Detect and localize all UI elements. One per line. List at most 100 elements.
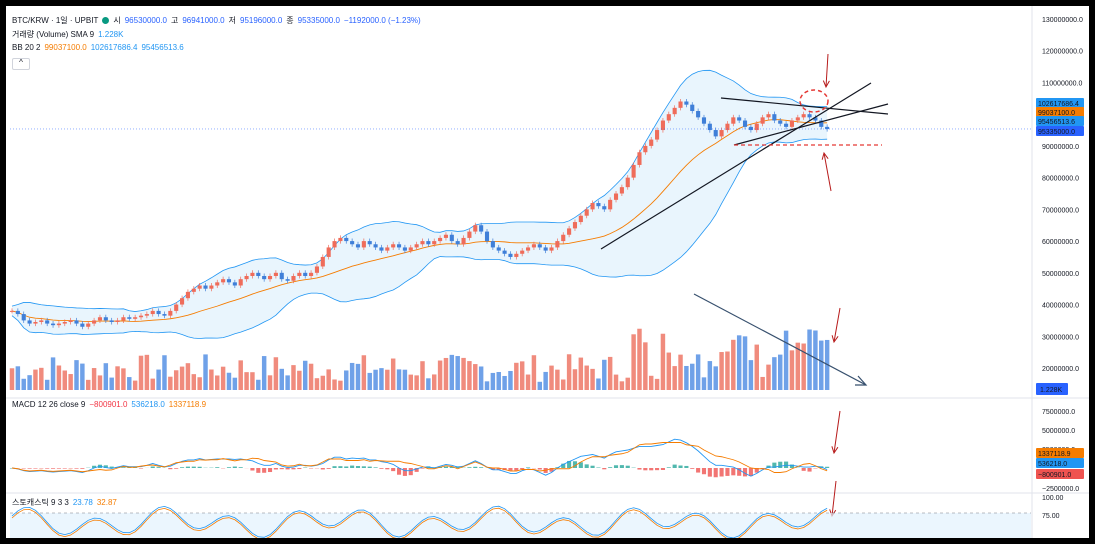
macd-histogram-bar: [191, 466, 196, 468]
candle-body: [221, 279, 226, 283]
macd-histogram-bar: [778, 461, 783, 468]
candle-body: [361, 241, 366, 248]
chart-canvas[interactable]: 130000000.0120000000.0110000000.01000000…: [6, 6, 1089, 538]
volume-bar: [602, 359, 607, 390]
candle-body: [256, 272, 261, 276]
candle-body: [355, 244, 361, 248]
volume-bar: [191, 374, 197, 390]
volume-trendline: [693, 293, 867, 386]
macd-histogram-bar: [643, 468, 648, 471]
candle-body: [391, 244, 396, 248]
volume-bar: [215, 375, 220, 390]
macd-histogram-bar: [737, 468, 742, 476]
candle-body: [273, 272, 278, 276]
macd-histogram-bar: [825, 466, 830, 468]
macd-histogram-bar: [701, 468, 707, 475]
volume-bar: [508, 370, 513, 390]
candle-body: [156, 310, 161, 315]
volume-bar: [678, 354, 683, 390]
stoch-d: 32.87: [96, 498, 117, 507]
macd-histogram-bar: [572, 461, 578, 468]
candle-body: [332, 241, 337, 248]
candle-body: [379, 247, 384, 251]
volume-bar: [437, 360, 443, 390]
volume-bar: [625, 377, 630, 390]
macd-badge-label: −800901.0: [1038, 472, 1071, 479]
volume-bar: [273, 357, 279, 390]
volume-bar: [555, 369, 560, 390]
volume-bar: [731, 339, 736, 390]
macd-histogram-bar: [174, 468, 179, 469]
bb-label: BB 20 2: [12, 43, 41, 52]
volume-bar: [44, 379, 50, 390]
candle-body: [367, 241, 372, 245]
candle-body: [678, 101, 683, 108]
ohlc-high-label: 고: [170, 16, 179, 25]
candle-body: [420, 241, 425, 245]
macd-histogram-bar: [625, 465, 630, 468]
macd-histogram-bar: [719, 468, 724, 477]
volume-bar: [719, 352, 724, 390]
volume-bar: [672, 366, 677, 390]
candle-body: [772, 114, 777, 121]
volume-bar: [326, 369, 331, 390]
legend-bb[interactable]: BB 20 2 99037100.0 102617686.4 95456513.…: [12, 43, 184, 52]
macd-label: MACD 12 26 close 9: [12, 400, 86, 409]
candle-body: [502, 250, 507, 254]
volume-bar: [185, 363, 191, 390]
volume-badge: [1036, 383, 1068, 395]
macd-histogram-bar: [602, 468, 607, 470]
candle-body: [408, 247, 413, 251]
price-tick-label: 60000000.0: [1042, 239, 1079, 246]
candle-body: [45, 320, 50, 324]
candle-body: [637, 152, 642, 165]
legend-volume[interactable]: 거래량 (Volume) SMA 9 1.228K: [12, 29, 123, 40]
legend-stoch[interactable]: 스토캐스틱 9 3 3 23.78 32.87: [12, 497, 117, 508]
macd-histogram-bar: [567, 460, 572, 468]
volume-trendline-head: [855, 375, 868, 386]
volume-bar: [168, 376, 173, 390]
volume-bar: [426, 378, 431, 390]
volume-bar: [173, 370, 179, 390]
volume-bar: [813, 330, 818, 390]
macd-histogram-bar: [273, 468, 278, 470]
symbol-title[interactable]: BTC/KRW · 1일 · UPBIT: [12, 16, 99, 25]
candle-body: [39, 320, 44, 322]
volume-bar: [713, 366, 718, 390]
macd-tick-label: −2500000.0: [1042, 486, 1079, 493]
candle-body: [467, 231, 472, 238]
candle-body: [461, 237, 466, 245]
candle-body: [314, 266, 319, 273]
macd-histogram-bar: [684, 465, 689, 468]
macd-histogram-bar: [520, 468, 525, 470]
macd-histogram-bar: [168, 468, 173, 470]
volume-bar: [367, 372, 372, 390]
annotation-arrow-head: [822, 80, 830, 89]
volume-bar: [660, 333, 666, 390]
candle-body: [825, 126, 830, 130]
volume-bar: [373, 369, 378, 390]
volume-label: 거래량 (Volume) SMA 9: [12, 30, 95, 39]
volume-bar: [9, 368, 15, 390]
macd-histogram-bar: [27, 468, 32, 469]
price-badge-label: 95456513.6: [1038, 119, 1075, 126]
legend-macd[interactable]: MACD 12 26 close 9 −800901.0 536218.0 13…: [12, 400, 206, 409]
macd-histogram-bar: [801, 468, 806, 471]
volume-bar: [525, 374, 531, 390]
volume-bar: [549, 365, 554, 390]
macd-histogram-bar: [772, 462, 777, 468]
candle-body: [813, 117, 818, 121]
candle-body: [438, 237, 443, 242]
volume-bar: [566, 354, 572, 390]
macd-histogram-bar: [379, 468, 384, 469]
candle-body: [285, 279, 290, 281]
volume-bar: [138, 355, 144, 390]
volume-bar: [361, 355, 367, 390]
collapse-legend-button[interactable]: ^: [12, 58, 30, 70]
macd-histogram-bar: [291, 468, 296, 470]
volume-bar: [132, 380, 138, 390]
candle-body: [531, 244, 536, 248]
candle-body: [138, 315, 144, 318]
volume-bar: [455, 356, 460, 390]
volume-bar: [760, 376, 765, 390]
